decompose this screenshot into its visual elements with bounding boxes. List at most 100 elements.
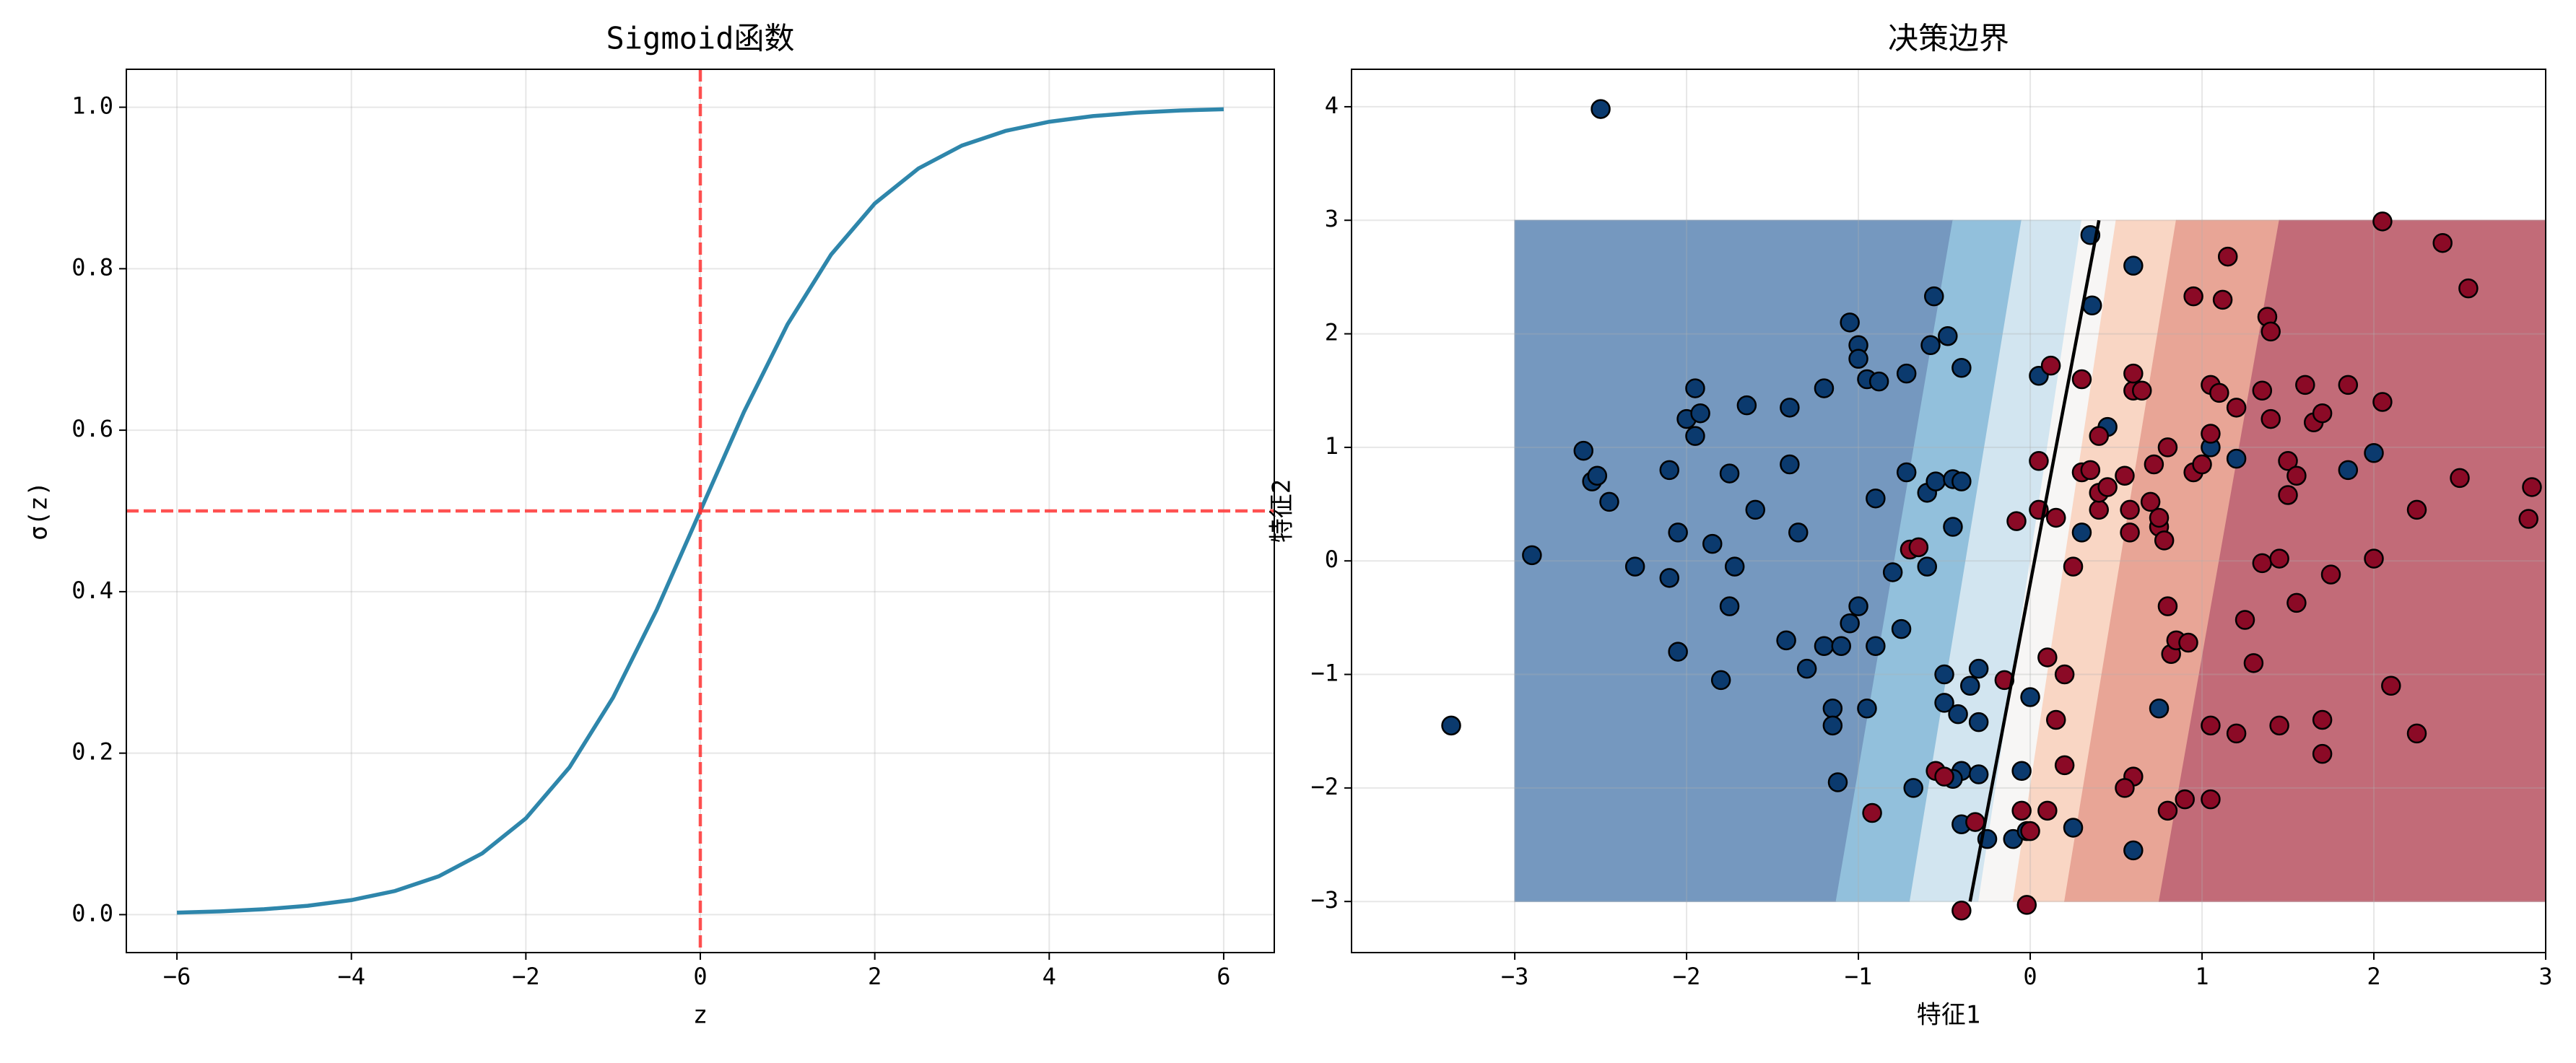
subplot: −6 −4 −2 0 2 4 6 0.0 0.2 0.4 0.6 0.8 1.0 Sigmoid函数 z σ(… xyxy=(25,21,1275,1030)
scatter-point xyxy=(2260,408,2281,429)
x-axis-label: z xyxy=(693,1001,708,1030)
scatter-point xyxy=(1685,426,1705,446)
scatter-point xyxy=(1788,522,1809,543)
scatter-point xyxy=(2243,653,2264,673)
scatter-point xyxy=(2154,530,2175,551)
scatter-point xyxy=(1908,537,1929,558)
scatter-point xyxy=(2312,743,2333,764)
scatter-point xyxy=(2123,363,2144,384)
scatter-point xyxy=(2372,211,2393,232)
scatter-point xyxy=(2097,477,2118,497)
chart-title: Sigmoid函数 xyxy=(606,21,794,56)
scatter-point xyxy=(1891,618,1912,639)
scatter-point xyxy=(1866,636,1886,656)
scatter-point xyxy=(1951,471,1972,491)
scatter-point xyxy=(2312,709,2333,730)
scatter-point xyxy=(2071,522,2092,543)
scatter-point xyxy=(2278,451,2298,471)
scatter-point xyxy=(1522,545,1542,566)
scatter-point xyxy=(1840,613,1860,634)
y-tick-label: 3 xyxy=(1325,205,1339,232)
scatter-point xyxy=(1920,335,1941,356)
scatter-point xyxy=(2123,255,2144,276)
scatter-point xyxy=(2045,507,2066,528)
scatter-point xyxy=(2226,448,2247,469)
y-tick-label: 1.0 xyxy=(71,92,113,120)
scatter-point xyxy=(1831,636,1852,656)
y-tick-label: 2 xyxy=(1325,319,1339,346)
scatter-point xyxy=(2115,465,2135,486)
scatter-point xyxy=(1948,704,1968,725)
scatter-point xyxy=(1659,460,1680,481)
scatter-point xyxy=(2252,553,2273,574)
scatter-point xyxy=(2201,424,2221,444)
scatter-point xyxy=(2011,800,2032,821)
scatter-point xyxy=(2123,840,2144,861)
scatter-point xyxy=(1968,712,1989,732)
scatter-point xyxy=(2252,380,2273,401)
scatter-point xyxy=(1827,772,1848,792)
axes-frame xyxy=(126,69,1275,953)
scatter-point xyxy=(1668,642,1688,662)
y-tick-label: 0.2 xyxy=(71,738,113,766)
y-axis-label: σ(z) xyxy=(25,481,53,541)
scatter-point xyxy=(2338,460,2359,481)
scatter-point xyxy=(2037,800,2058,821)
scatter-point xyxy=(1710,670,1731,691)
scatter-point xyxy=(1934,766,1954,787)
scatter-point xyxy=(2157,596,2178,616)
scatter-point xyxy=(2037,647,2058,668)
scatter-point xyxy=(2178,632,2198,653)
scatter-point xyxy=(1591,99,1611,119)
scatter-point xyxy=(2320,564,2341,585)
scatter-point xyxy=(1702,533,1723,554)
scatter-point xyxy=(2338,375,2359,395)
scatter-point xyxy=(1840,312,1860,333)
scatter-point xyxy=(1951,901,1972,921)
scatter-point xyxy=(1724,556,1745,577)
scatter-point xyxy=(2011,761,2032,782)
x-tick-label: −4 xyxy=(337,963,365,990)
scatter-point xyxy=(2260,321,2281,342)
scatter-point xyxy=(2226,723,2247,744)
scatter-point xyxy=(1814,378,1835,398)
scatter-point xyxy=(2144,454,2164,475)
y-tick-label: 0.0 xyxy=(71,899,113,927)
scatter-point xyxy=(1924,286,1944,307)
scatter-point xyxy=(2295,375,2315,395)
scatter-point xyxy=(2226,398,2247,418)
scatter-point xyxy=(2149,507,2170,528)
y-tick-label: −2 xyxy=(1310,773,1339,800)
y-axis-label: 特征2 xyxy=(1268,479,1297,543)
scatter-point xyxy=(2458,278,2479,299)
scatter-point xyxy=(1599,491,1619,512)
scatter-point xyxy=(2518,509,2538,529)
x-tick-label: −2 xyxy=(512,963,540,990)
scatter-point xyxy=(2120,522,2140,543)
scatter-point xyxy=(1780,398,1800,418)
scatter-point xyxy=(2149,698,2170,719)
scatter-point xyxy=(1868,371,1889,392)
scatter-point xyxy=(2080,460,2101,481)
scatter-point xyxy=(1968,658,1989,679)
x-tick-label: 4 xyxy=(1043,963,1056,990)
y-tick-label: 0.8 xyxy=(71,253,113,281)
scatter-point xyxy=(2381,675,2401,696)
scatter-point xyxy=(2269,548,2289,569)
scatter-point xyxy=(1776,630,1796,651)
scatter-point xyxy=(1848,349,1868,369)
scatter-point xyxy=(2192,454,2212,475)
scatter-point xyxy=(1959,675,1980,696)
scatter-point xyxy=(2372,392,2393,412)
scatter-point xyxy=(1938,325,1958,346)
scatter-point xyxy=(2131,380,2152,401)
x-tick-label: 0 xyxy=(693,963,707,990)
x-tick-label: 2 xyxy=(868,963,882,990)
x-axis-label: 特征1 xyxy=(1917,1001,1980,1030)
y-tick-label: 0 xyxy=(1325,546,1339,573)
scatter-point xyxy=(1934,664,1954,685)
scatter-point xyxy=(2201,789,2221,810)
scatter-point xyxy=(1943,517,1963,537)
scatter-point xyxy=(2217,246,2238,267)
